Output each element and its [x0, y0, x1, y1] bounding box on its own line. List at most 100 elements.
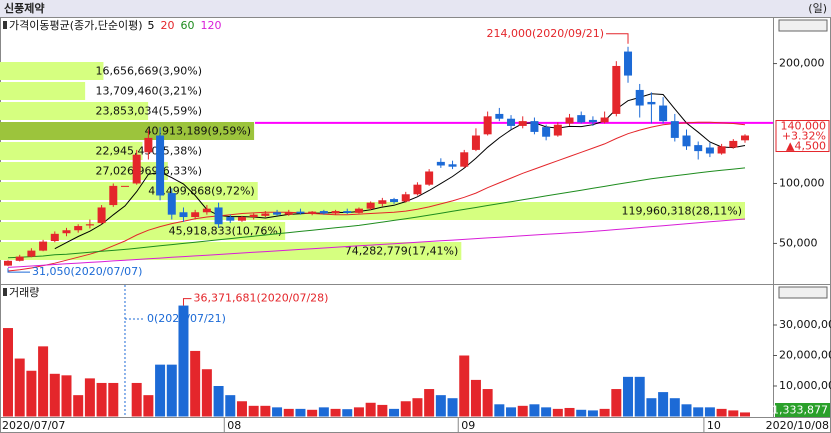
volume-bar — [318, 407, 329, 417]
volume-bar — [73, 395, 84, 417]
price-box — [775, 120, 830, 153]
legend-icon — [3, 21, 7, 29]
candle-body — [600, 117, 609, 123]
candle-body — [354, 208, 363, 213]
volume-title: 거래량 — [9, 286, 39, 299]
annotation: 31,050(2020/07/07) — [32, 265, 142, 278]
candle-body — [670, 121, 679, 138]
candle-body — [577, 115, 586, 123]
candle-body — [261, 213, 270, 216]
volume-bar — [669, 398, 680, 417]
candle-body — [319, 211, 328, 214]
candle-body — [530, 121, 539, 132]
x-tick-label: 08 — [227, 419, 241, 432]
x-tick-label: 2020/10/08 — [766, 419, 829, 432]
candle-body — [237, 217, 246, 221]
change-label: ▲4,500 — [786, 140, 826, 153]
volume-bar — [564, 407, 575, 417]
candle-body — [62, 230, 71, 234]
period: (일) — [808, 1, 827, 15]
candle-body — [507, 118, 516, 126]
volume-profile-bar — [0, 62, 104, 80]
volume-profile-bar — [0, 222, 286, 240]
legend-entry: 20 — [161, 19, 175, 32]
candle-body — [413, 184, 422, 195]
candle-body — [378, 200, 387, 204]
candle-body — [694, 145, 703, 152]
y-tick-label: 200,000 — [779, 57, 825, 70]
volume-bar — [201, 369, 212, 417]
title-bar — [0, 0, 831, 17]
candle-body — [483, 116, 492, 135]
volume-bar — [155, 364, 166, 417]
volume-bar — [389, 408, 400, 417]
candle-body — [4, 260, 12, 266]
volume-bar — [482, 389, 493, 417]
volume-bar — [470, 379, 481, 417]
volume-bar — [353, 407, 364, 417]
volume-label: 1,333,877 — [772, 404, 828, 417]
volume-bar — [143, 395, 154, 417]
candle-body — [495, 113, 504, 119]
candle-body — [366, 202, 375, 209]
candle-body — [308, 211, 317, 214]
volume-bar — [623, 376, 634, 417]
y-tick-label: 30,000,000 — [779, 318, 831, 331]
x-tick-label: 10 — [707, 419, 721, 432]
volume-bar — [552, 408, 563, 417]
candle-body — [425, 171, 434, 185]
volume-bar — [716, 408, 727, 417]
volume-bar — [517, 405, 528, 417]
price-label: 140,000 — [781, 120, 827, 133]
volume-bar — [236, 401, 247, 417]
annotation-pointer — [7, 268, 30, 273]
volume-bar — [634, 376, 645, 417]
volume-bar — [14, 358, 25, 417]
button[interactable] — [778, 19, 828, 32]
stock-title: 신풍제약 — [4, 1, 44, 15]
volume-bar — [459, 355, 470, 417]
volume-bar — [283, 408, 294, 417]
panel-buttons[interactable] — [778, 19, 828, 299]
volume-bar — [84, 378, 95, 417]
volume-bar — [447, 398, 458, 417]
candle-body — [448, 164, 457, 167]
volume-bar — [38, 346, 49, 417]
y-tick-label: 20,000,000 — [779, 349, 831, 362]
candle-body — [15, 256, 24, 261]
candle-body — [296, 211, 305, 214]
candle-body — [647, 101, 656, 105]
candle-body — [565, 117, 574, 124]
volume-bar — [658, 392, 669, 417]
candle-body — [39, 241, 48, 251]
candle-body — [85, 224, 94, 226]
candle-body — [542, 127, 551, 137]
candle-body — [109, 185, 118, 206]
volume-bar — [494, 404, 505, 417]
volume-bar — [365, 402, 376, 417]
volume-box — [775, 403, 830, 417]
volume-profile-label: 13,709,460(3,21%) — [95, 85, 202, 98]
candle-body — [705, 147, 714, 154]
candle-body — [659, 105, 668, 122]
volume-bar — [576, 409, 587, 417]
button[interactable] — [778, 286, 828, 299]
candle-body — [214, 207, 223, 225]
candle-body — [343, 211, 352, 213]
candle-body — [50, 233, 59, 242]
volume-profile-label: 40,913,189(9,59%) — [145, 125, 252, 138]
volume-bar — [400, 401, 411, 417]
volume-profile-label: 74,282,779(17,41%) — [345, 245, 459, 258]
candle-body — [331, 211, 340, 214]
x-tick-label: 2020/07/07 — [2, 419, 65, 432]
moving-average — [54, 93, 746, 250]
volume-bar — [3, 328, 13, 417]
candle-body — [167, 193, 176, 215]
volume-bar — [260, 405, 271, 417]
candle-body — [401, 194, 410, 202]
volume-bar — [248, 405, 259, 417]
volume-bar — [599, 408, 610, 417]
legend-title: 가격이동평균(종가,단순이평) — [9, 19, 143, 32]
candle-body — [635, 89, 644, 106]
